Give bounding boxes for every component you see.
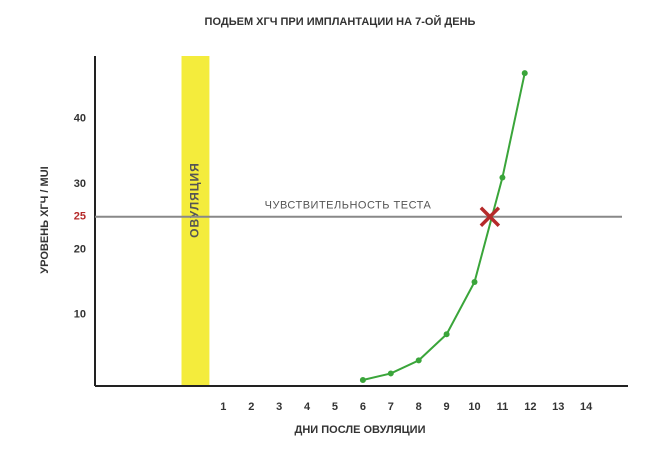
chart-title: ПОДЬЕМ ХГЧ ПРИ ИМПЛАНТАЦИИ НА 7-ОЙ ДЕНЬ — [205, 15, 476, 28]
y-tick-label: 40 — [74, 113, 86, 125]
x-tick-label: 2 — [248, 401, 254, 413]
x-tick-label: 1 — [220, 401, 226, 413]
x-tick-label: 10 — [468, 401, 480, 413]
threshold-label: ЧУВСТВИТЕЛЬНОСТЬ ТЕСТА — [265, 200, 432, 212]
x-tick-label: 14 — [580, 401, 593, 413]
data-point — [521, 70, 528, 77]
y-tick-label: 30 — [74, 178, 86, 190]
data-point — [443, 331, 450, 338]
y-tick-label: 10 — [74, 309, 86, 321]
x-tick-label: 3 — [276, 401, 282, 413]
x-tick-label: 13 — [552, 401, 564, 413]
ovulation-label: ОВУЛЯЦИЯ — [188, 162, 202, 238]
y-axis-label: УРОВЕНЬ ХГЧ / MUI — [39, 166, 51, 273]
data-point — [415, 357, 422, 364]
cross-marker — [479, 206, 501, 227]
data-point — [359, 376, 366, 383]
x-tick-label: 11 — [497, 401, 509, 413]
data-point — [387, 370, 394, 377]
x-tick-label: 7 — [388, 401, 394, 413]
y-tick-label: 25 — [74, 211, 86, 223]
ovulation-band — [181, 56, 210, 387]
x-tick-label: 6 — [360, 401, 366, 413]
data-point — [499, 174, 506, 181]
x-tick-label: 9 — [444, 401, 450, 413]
x-tick-label: 8 — [416, 401, 422, 413]
x-tick-label: 12 — [524, 401, 536, 413]
cross-stroke — [479, 206, 501, 227]
data-point — [471, 279, 478, 286]
x-tick-label: 4 — [304, 401, 311, 413]
x-tick-label: 5 — [332, 401, 338, 413]
x-axis-label: ДНИ ПОСЛЕ ОВУЛЯЦИИ — [295, 424, 426, 436]
y-tick-label: 20 — [74, 243, 86, 255]
